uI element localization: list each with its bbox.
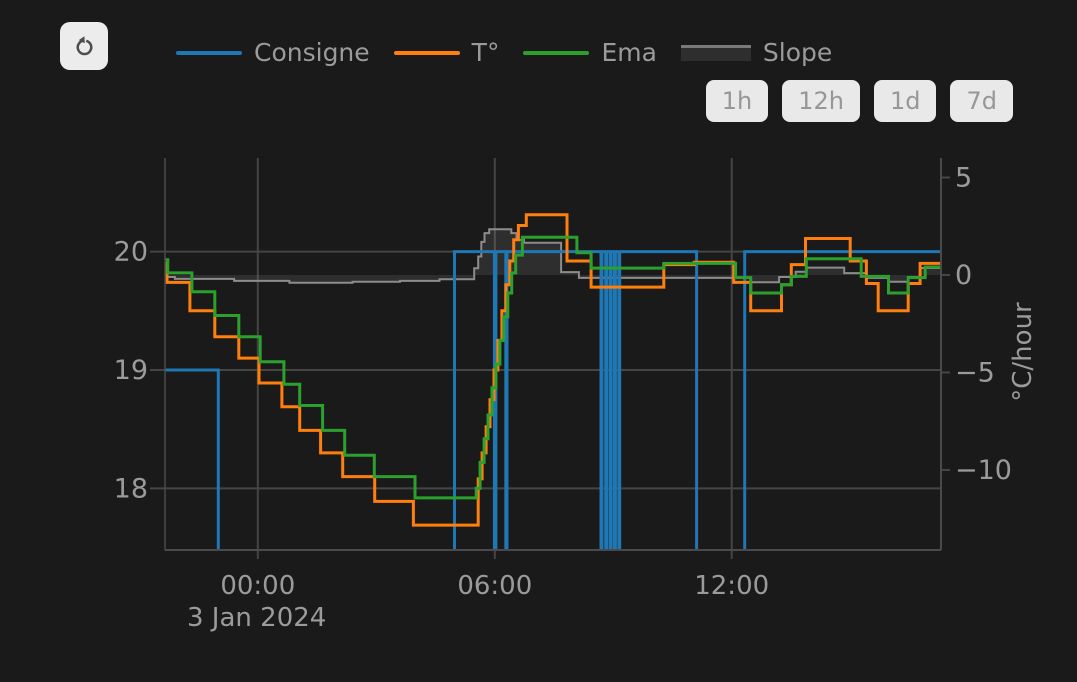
consigne-line-swatch (176, 50, 242, 55)
ema-line-swatch (523, 50, 590, 55)
legend-item-temperature[interactable]: T° (393, 38, 500, 67)
y-right-tick-label-−10: −10 (955, 455, 1012, 486)
refresh-button[interactable] (60, 22, 108, 70)
ema-line (165, 235, 941, 500)
legend-label-consigne: Consigne (254, 38, 370, 67)
legend-item-ema[interactable]: Ema (523, 38, 657, 67)
y-left-tick-label-19: 19 (114, 355, 148, 386)
refresh-icon (71, 33, 98, 60)
range-button-1d[interactable]: 1d (873, 80, 937, 122)
y-right-tick-label-5: 5 (955, 163, 972, 194)
range-button-7d[interactable]: 7d (950, 80, 1013, 122)
legend-label-slope: Slope (762, 38, 833, 67)
temperature-line-swatch (393, 50, 460, 55)
legend-item-consigne[interactable]: Consigne (176, 38, 370, 67)
x-tick-label-00:00: 00:00 (220, 571, 295, 601)
gridlines (150, 158, 950, 559)
time-range-buttons: 1h 12h 1d 7d (705, 80, 1013, 122)
legend-label-temperature: T° (471, 38, 500, 67)
x-tick-label-12:00: 12:00 (694, 571, 769, 601)
y-right-tick-label-−5: −5 (955, 358, 995, 389)
slope-line (165, 228, 941, 284)
y-left-tick-label-18: 18 (114, 473, 148, 504)
x-tick-label-06:00: 06:00 (457, 571, 532, 601)
slope-area-swatch-line (680, 44, 751, 48)
x-axis-date-label: 3 Jan 2024 (187, 603, 326, 633)
legend-label-ema: Ema (601, 38, 657, 67)
chart-legend: Consigne T° Ema Slope (176, 38, 832, 67)
consigne-line (165, 250, 941, 550)
axis-borders (164, 158, 942, 551)
y-right-tick-label-0: 0 (955, 260, 972, 291)
slope-area-swatch (680, 44, 751, 61)
slope-area (165, 229, 941, 283)
temperature-line (165, 213, 941, 527)
range-button-1h[interactable]: 1h (705, 80, 769, 122)
y-left-tick-label-20: 20 (114, 237, 148, 268)
range-button-12h[interactable]: 12h (782, 80, 860, 122)
legend-item-slope[interactable]: Slope (680, 38, 833, 67)
axis-labels: 20 19 18 5 0 −5 −10 00:00 06:00 12:00 3 Jan 2024 °C… (114, 163, 1038, 634)
series-group (165, 213, 941, 550)
y-right-axis-title: °C/hour (1008, 302, 1038, 402)
